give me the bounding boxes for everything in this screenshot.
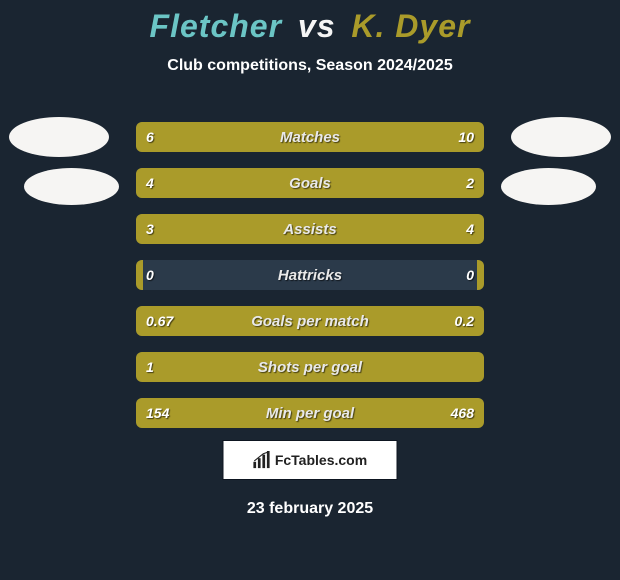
player-left-avatar-body	[24, 168, 119, 205]
player-right-avatar-body	[501, 168, 596, 205]
stat-label: Min per goal	[136, 398, 484, 428]
comparison-title: Fletcher vs K. Dyer	[0, 0, 620, 45]
brand-text: FcTables.com	[275, 452, 367, 468]
stat-row: 34Assists	[136, 214, 484, 244]
stat-label: Shots per goal	[136, 352, 484, 382]
stat-label: Hattricks	[136, 260, 484, 290]
brand-chart-icon	[253, 451, 271, 469]
stat-label: Matches	[136, 122, 484, 152]
stat-row: 42Goals	[136, 168, 484, 198]
player-left-avatar-head	[9, 117, 109, 157]
player-right-avatar-head	[511, 117, 611, 157]
snapshot-date: 23 february 2025	[0, 500, 620, 518]
stat-label: Goals per match	[136, 306, 484, 336]
stats-bars: 610Matches 42Goals 34Assists 00Hattricks 0.6…	[136, 122, 484, 444]
title-player-left: Fletcher	[150, 8, 282, 44]
stat-row: 1Shots per goal	[136, 352, 484, 382]
brand-badge: FcTables.com	[223, 440, 398, 480]
stat-label: Goals	[136, 168, 484, 198]
stat-row: 610Matches	[136, 122, 484, 152]
stat-row: 154468Min per goal	[136, 398, 484, 428]
season-subtitle: Club competitions, Season 2024/2025	[0, 57, 620, 75]
title-vs: vs	[298, 8, 336, 44]
stat-row: 0.670.2Goals per match	[136, 306, 484, 336]
title-player-right: K. Dyer	[351, 8, 470, 44]
stat-row: 00Hattricks	[136, 260, 484, 290]
stat-label: Assists	[136, 214, 484, 244]
